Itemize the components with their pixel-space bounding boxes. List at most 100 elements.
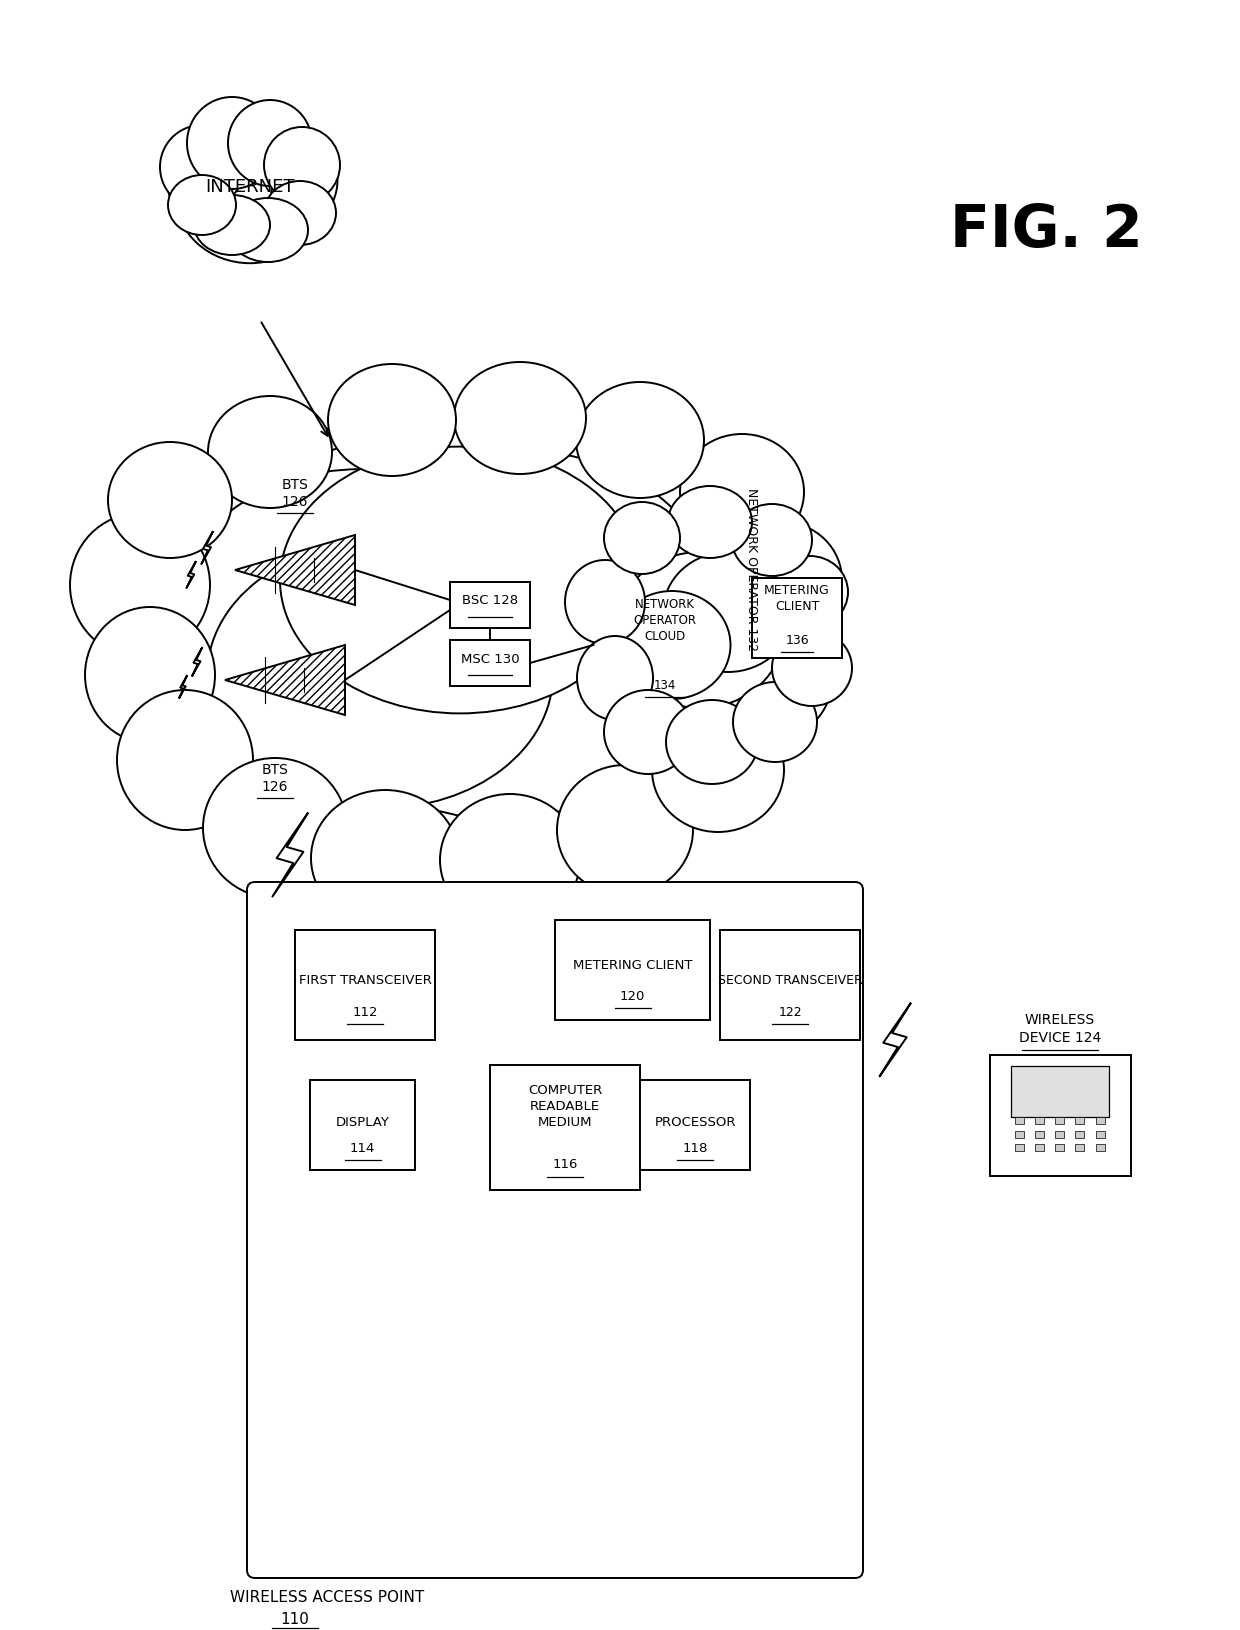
Ellipse shape bbox=[207, 541, 553, 808]
Text: DEVICE 124: DEVICE 124 bbox=[1019, 1030, 1101, 1045]
Ellipse shape bbox=[329, 363, 456, 476]
FancyBboxPatch shape bbox=[1055, 1144, 1064, 1151]
Text: MSC 130: MSC 130 bbox=[461, 652, 520, 665]
FancyBboxPatch shape bbox=[720, 931, 861, 1040]
Polygon shape bbox=[201, 531, 212, 564]
Ellipse shape bbox=[604, 689, 692, 774]
Text: METERING
CLIENT: METERING CLIENT bbox=[764, 584, 830, 613]
Ellipse shape bbox=[440, 794, 580, 926]
Polygon shape bbox=[192, 649, 202, 676]
Ellipse shape bbox=[666, 699, 758, 784]
FancyBboxPatch shape bbox=[1095, 1117, 1105, 1123]
Polygon shape bbox=[224, 645, 345, 716]
FancyBboxPatch shape bbox=[450, 641, 529, 686]
Ellipse shape bbox=[577, 636, 653, 720]
FancyBboxPatch shape bbox=[751, 579, 842, 659]
Ellipse shape bbox=[732, 504, 812, 575]
Text: 126: 126 bbox=[262, 781, 288, 794]
FancyBboxPatch shape bbox=[1034, 1131, 1044, 1138]
FancyBboxPatch shape bbox=[556, 919, 711, 1020]
Ellipse shape bbox=[167, 174, 236, 235]
Ellipse shape bbox=[773, 556, 848, 628]
Ellipse shape bbox=[175, 127, 325, 262]
Ellipse shape bbox=[172, 469, 547, 771]
Text: COMPUTER
READABLE
MEDIUM: COMPUTER READABLE MEDIUM bbox=[528, 1084, 603, 1130]
Ellipse shape bbox=[565, 561, 645, 644]
Text: BTS: BTS bbox=[281, 478, 309, 492]
Ellipse shape bbox=[181, 432, 699, 849]
Text: FIRST TRANSCEIVER: FIRST TRANSCEIVER bbox=[299, 973, 432, 986]
Ellipse shape bbox=[320, 541, 680, 820]
Text: 126: 126 bbox=[281, 496, 309, 509]
Ellipse shape bbox=[615, 553, 785, 707]
FancyBboxPatch shape bbox=[490, 1064, 640, 1190]
Ellipse shape bbox=[604, 502, 680, 574]
Text: DISPLAY: DISPLAY bbox=[336, 1115, 389, 1128]
FancyBboxPatch shape bbox=[1095, 1131, 1105, 1138]
Text: 110: 110 bbox=[280, 1612, 310, 1627]
FancyBboxPatch shape bbox=[1075, 1144, 1084, 1151]
Ellipse shape bbox=[264, 181, 336, 244]
FancyBboxPatch shape bbox=[1014, 1144, 1023, 1151]
Ellipse shape bbox=[322, 450, 718, 769]
FancyBboxPatch shape bbox=[1075, 1131, 1084, 1138]
Text: PROCESSOR: PROCESSOR bbox=[655, 1115, 735, 1128]
Ellipse shape bbox=[577, 381, 704, 499]
FancyBboxPatch shape bbox=[640, 1081, 750, 1170]
FancyBboxPatch shape bbox=[1014, 1117, 1023, 1123]
Ellipse shape bbox=[652, 707, 784, 831]
FancyBboxPatch shape bbox=[1034, 1117, 1044, 1123]
Text: BTS: BTS bbox=[262, 763, 289, 778]
Ellipse shape bbox=[86, 606, 215, 743]
Text: FIG. 2: FIG. 2 bbox=[950, 202, 1143, 259]
FancyBboxPatch shape bbox=[1055, 1131, 1064, 1138]
Text: BSC 128: BSC 128 bbox=[463, 595, 518, 608]
Ellipse shape bbox=[187, 98, 277, 189]
Ellipse shape bbox=[228, 99, 312, 186]
Polygon shape bbox=[879, 1004, 910, 1076]
FancyBboxPatch shape bbox=[247, 882, 863, 1578]
Ellipse shape bbox=[69, 513, 210, 657]
FancyBboxPatch shape bbox=[1034, 1144, 1044, 1151]
Ellipse shape bbox=[663, 553, 794, 672]
Text: NETWORK OPERATOR 132: NETWORK OPERATOR 132 bbox=[745, 489, 759, 652]
FancyBboxPatch shape bbox=[450, 582, 529, 628]
Ellipse shape bbox=[733, 681, 817, 761]
Ellipse shape bbox=[160, 126, 244, 209]
Ellipse shape bbox=[193, 196, 270, 254]
Ellipse shape bbox=[557, 764, 693, 895]
Text: 120: 120 bbox=[620, 989, 645, 1002]
Polygon shape bbox=[236, 535, 355, 605]
Text: 118: 118 bbox=[682, 1141, 708, 1154]
Ellipse shape bbox=[773, 631, 852, 706]
Ellipse shape bbox=[228, 197, 308, 262]
FancyBboxPatch shape bbox=[1014, 1131, 1023, 1138]
Polygon shape bbox=[186, 562, 196, 588]
Ellipse shape bbox=[208, 396, 332, 509]
Text: 112: 112 bbox=[352, 1006, 378, 1019]
Ellipse shape bbox=[708, 619, 832, 740]
FancyBboxPatch shape bbox=[310, 1081, 415, 1170]
Ellipse shape bbox=[203, 758, 347, 898]
FancyBboxPatch shape bbox=[295, 931, 435, 1040]
Ellipse shape bbox=[614, 592, 730, 699]
Ellipse shape bbox=[264, 127, 340, 204]
Ellipse shape bbox=[454, 362, 587, 474]
Text: 114: 114 bbox=[350, 1141, 376, 1154]
Text: 122: 122 bbox=[779, 1006, 802, 1019]
Ellipse shape bbox=[311, 791, 459, 926]
FancyBboxPatch shape bbox=[1095, 1144, 1105, 1151]
Ellipse shape bbox=[108, 442, 232, 557]
Text: 136: 136 bbox=[785, 634, 808, 647]
FancyBboxPatch shape bbox=[990, 1055, 1131, 1175]
Ellipse shape bbox=[280, 447, 640, 714]
FancyBboxPatch shape bbox=[1075, 1117, 1084, 1123]
Text: SECOND TRANSCEIVER: SECOND TRANSCEIVER bbox=[718, 973, 862, 986]
Ellipse shape bbox=[117, 689, 253, 830]
Polygon shape bbox=[273, 813, 308, 897]
Text: WIRELESS: WIRELESS bbox=[1025, 1012, 1095, 1027]
Text: METERING CLIENT: METERING CLIENT bbox=[573, 958, 692, 971]
Text: 134: 134 bbox=[653, 678, 676, 691]
Ellipse shape bbox=[169, 132, 272, 238]
Ellipse shape bbox=[222, 126, 337, 235]
